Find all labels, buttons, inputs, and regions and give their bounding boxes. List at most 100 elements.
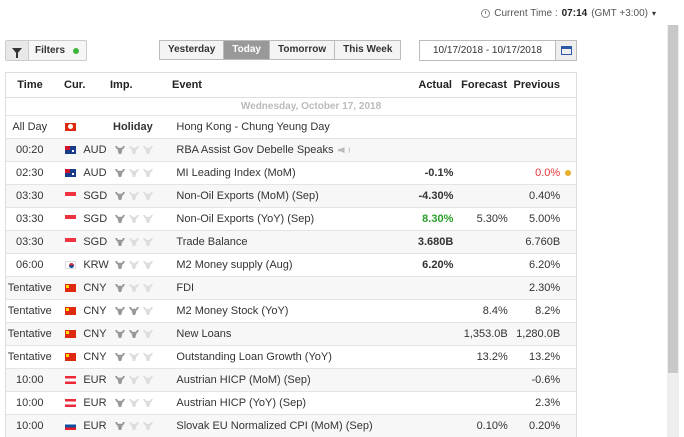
event-time: 06:00 (15, 259, 44, 271)
event-previous: 0.40% (528, 190, 561, 202)
revised-dot-icon (565, 170, 572, 176)
table-row[interactable]: 10:00 EUR Slovak EU Normalized CPI (MoM)… (6, 414, 576, 437)
bull-icon (115, 422, 125, 430)
event-name-text[interactable]: M2 Money supply (Aug) (176, 259, 293, 271)
event-name-text[interactable]: Austrian HICP (YoY) (Sep) (176, 397, 307, 409)
event-name[interactable]: M2 Money Stock (YoY) (170, 305, 405, 317)
event-importance (113, 330, 170, 338)
event-time: Tentative (7, 351, 52, 363)
event-name[interactable]: Non-Oil Exports (YoY) (Sep) (170, 213, 405, 225)
tab-tomorrow[interactable]: Tomorrow (269, 41, 336, 59)
filters-label: Filters (35, 45, 66, 56)
flag-icon (63, 238, 77, 246)
table-row[interactable]: 03:30 SGD Non-Oil Exports (MoM) (Sep) -4… (6, 184, 576, 207)
flag-icon (63, 123, 77, 131)
table-row[interactable]: 06:00 KRW M2 Money supply (Aug) 6.20% 6.… (6, 253, 576, 276)
bull-icon (143, 422, 153, 430)
table-row[interactable]: All Day Holiday Hong Kong - Chung Yeung … (6, 115, 576, 138)
event-name-text[interactable]: Slovak EU Normalized CPI (MoM) (Sep) (176, 420, 373, 432)
event-importance (113, 261, 170, 269)
event-currency: CNY (83, 282, 107, 294)
table-row[interactable]: 10:00 EUR Austrian HICP (YoY) (Sep) 2.3% (6, 391, 576, 414)
bull-icon (129, 422, 139, 430)
flag-icon (63, 261, 77, 269)
bull-icon (115, 261, 125, 269)
bull-icon (143, 330, 153, 338)
event-name[interactable]: Hong Kong - Chung Yeung Day (170, 121, 405, 133)
event-name[interactable]: M2 Money supply (Aug) (170, 259, 405, 271)
bull-icon (143, 399, 153, 407)
table-row[interactable]: 03:30 SGD Trade Balance 3.680B 6.760B (6, 230, 576, 253)
event-previous: 0.20% (528, 420, 561, 432)
table-row[interactable]: Tentative CNY FDI 2.30% (6, 276, 576, 299)
event-name-text[interactable]: M2 Money Stock (YoY) (176, 305, 289, 317)
bull-icon (129, 376, 139, 384)
event-name-text[interactable]: Trade Balance (176, 236, 248, 248)
event-name-text[interactable]: Hong Kong - Chung Yeung Day (176, 121, 330, 133)
event-name[interactable]: Non-Oil Exports (MoM) (Sep) (170, 190, 405, 202)
event-name-text[interactable]: MI Leading Index (MoM) (176, 167, 296, 179)
event-name-text[interactable]: Non-Oil Exports (MoM) (Sep) (176, 190, 319, 202)
event-actual: 8.30% (422, 213, 454, 225)
bull-icon (143, 307, 153, 315)
table-row[interactable]: Tentative CNY M2 Money Stock (YoY) 8.4% … (6, 299, 576, 322)
event-name-text[interactable]: Non-Oil Exports (YoY) (Sep) (176, 213, 315, 225)
table-row[interactable]: 00:20 AUD RBA Assist Gov Debelle Speaks (6, 138, 576, 161)
bull-icon (115, 169, 125, 177)
flag-icon (63, 146, 77, 154)
event-name[interactable]: FDI (170, 282, 405, 294)
col-importance: Imp. (110, 79, 133, 91)
event-forecast: 1,353.0B (463, 328, 508, 340)
event-name-text[interactable]: New Loans (176, 328, 232, 340)
event-name[interactable]: Slovak EU Normalized CPI (MoM) (Sep) (170, 420, 405, 432)
tab-today[interactable]: Today (224, 41, 270, 59)
event-time: 10:00 (15, 420, 44, 432)
date-range-value[interactable]: 10/17/2018 - 10/17/2018 (433, 45, 542, 56)
event-name[interactable]: Austrian HICP (MoM) (Sep) (170, 374, 405, 386)
event-time: 03:30 (15, 190, 44, 202)
table-header: Time Cur. Imp. Event Actual Forecast Pre… (6, 73, 576, 98)
event-name[interactable]: Trade Balance (170, 236, 405, 248)
event-time: Tentative (7, 305, 52, 317)
event-name-text[interactable]: Austrian HICP (MoM) (Sep) (176, 374, 311, 386)
event-time: 03:30 (15, 213, 44, 225)
tab-this-week[interactable]: This Week (335, 41, 401, 59)
event-name[interactable]: New Loans (170, 328, 405, 340)
bull-icon (143, 284, 153, 292)
col-currency: Cur. (64, 79, 86, 91)
event-name[interactable]: RBA Assist Gov Debelle Speaks (170, 144, 405, 156)
tab-yesterday[interactable]: Yesterday (160, 41, 225, 59)
col-previous: Previous (513, 79, 560, 91)
table-row[interactable]: Tentative CNY New Loans 1,353.0B 1,280.0… (6, 322, 576, 345)
event-name[interactable]: Austrian HICP (YoY) (Sep) (170, 397, 405, 409)
chevron-down-icon[interactable]: ▾ (651, 9, 656, 18)
bull-icon (115, 238, 125, 246)
event-name-text[interactable]: Outstanding Loan Growth (YoY) (176, 351, 332, 363)
event-currency: AUD (83, 167, 107, 179)
table-row[interactable]: Tentative CNY Outstanding Loan Growth (Y… (6, 345, 576, 368)
table-row[interactable]: 10:00 EUR Austrian HICP (MoM) (Sep) -0.6… (6, 368, 576, 391)
scrollbar-thumb[interactable] (668, 25, 678, 373)
vertical-scrollbar[interactable] (667, 25, 679, 437)
bull-icon (143, 192, 153, 200)
flag-icon (63, 307, 77, 315)
event-name[interactable]: MI Leading Index (MoM) (170, 167, 405, 179)
event-currency: KRW (83, 259, 109, 271)
event-currency: SGD (83, 236, 108, 248)
event-name[interactable]: Outstanding Loan Growth (YoY) (170, 351, 405, 363)
event-currency: EUR (83, 420, 107, 432)
event-name-text[interactable]: RBA Assist Gov Debelle Speaks (176, 144, 334, 156)
filters-button[interactable]: Filters (5, 40, 87, 61)
event-previous: 2.3% (535, 397, 561, 409)
bull-icon (115, 307, 125, 315)
bull-icon (115, 192, 125, 200)
table-row[interactable]: 02:30 AUD MI Leading Index (MoM) -0.1% 0… (6, 161, 576, 184)
calendar-button[interactable] (555, 41, 576, 60)
current-time-label: Current Time : (494, 8, 558, 19)
current-time[interactable]: Current Time : 07:14 (GMT +3:00) ▾ (481, 8, 656, 19)
event-name-text[interactable]: FDI (176, 282, 195, 294)
event-importance (113, 307, 170, 315)
table-row[interactable]: 03:30 SGD Non-Oil Exports (YoY) (Sep) 8.… (6, 207, 576, 230)
date-range-picker[interactable]: 10/17/2018 - 10/17/2018 (419, 40, 577, 61)
bull-icon (115, 330, 125, 338)
